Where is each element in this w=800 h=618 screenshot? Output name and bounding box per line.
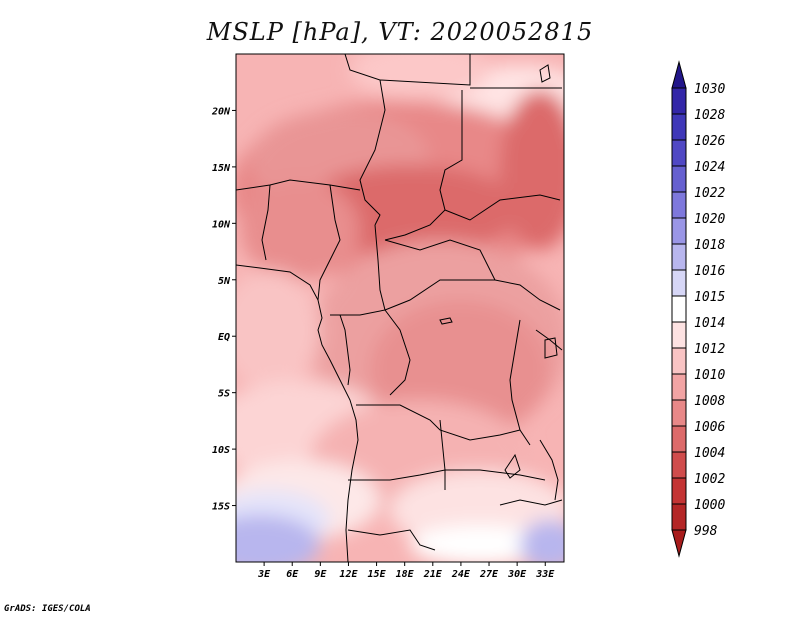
colorbar-segment: [671, 139, 687, 167]
colorbar-label: 1016: [694, 264, 725, 279]
lon-tick-label: 33E: [535, 569, 555, 580]
colorbar: 1030 1028 1026 1024 1022 1020 1018 1016 1015 1014…: [671, 60, 725, 558]
colorbar-segment: [671, 295, 687, 323]
grads-credit: GrADS: IGES/COLA: [4, 604, 91, 614]
colorbar-segment: [671, 87, 687, 115]
colorbar-top-arrow: [671, 60, 687, 89]
lon-tick-label: 15E: [368, 569, 387, 580]
colorbar-label: 998: [694, 524, 718, 539]
lon-tick-label: 24E: [451, 569, 471, 580]
colorbar-label: 1014: [694, 316, 725, 331]
latitude-axis: 20N 15N 10N 5N EQ 5S 10S 15S: [211, 106, 236, 513]
colorbar-label: 1015: [694, 290, 725, 305]
lon-tick-label: 6E: [286, 569, 299, 580]
colorbar-label: 1028: [694, 108, 725, 123]
colorbar-segment: [671, 321, 687, 349]
colorbar-segment: [671, 191, 687, 219]
colorbar-label: 1008: [694, 394, 725, 409]
lon-tick-label: 12E: [339, 569, 358, 580]
colorbar-label: 1020: [694, 212, 725, 227]
pressure-field: [236, 54, 564, 562]
lon-tick-label: 3E: [257, 569, 271, 580]
lon-tick-label: 27E: [479, 569, 499, 580]
lon-tick-label: 21E: [423, 569, 443, 580]
colorbar-segment: [671, 347, 687, 375]
colorbar-segment: [671, 373, 687, 401]
colorbar-label: 1002: [694, 472, 725, 487]
lat-tick-label: 5S: [218, 389, 230, 400]
colorbar-segment: [671, 113, 687, 141]
lon-tick-label: 9E: [314, 569, 327, 580]
colorbar-segment: [671, 477, 687, 505]
colorbar-label: 1004: [694, 446, 725, 461]
colorbar-segment: [671, 451, 687, 479]
colorbar-bottom-arrow: [671, 529, 687, 558]
colorbar-segment: [671, 503, 687, 531]
longitude-axis: 3E 6E 9E 12E 15E 18E 21E 24E 27E 30E 33E: [257, 562, 555, 580]
colorbar-label: 1012: [694, 342, 725, 357]
colorbar-segment: [671, 217, 687, 245]
colorbar-label: 1006: [694, 420, 725, 435]
colorbar-label: 1000: [694, 498, 725, 513]
colorbar-segment: [671, 425, 687, 453]
lat-tick-label: 20N: [211, 106, 231, 117]
colorbar-segment: [671, 243, 687, 271]
colorbar-label: 1018: [694, 238, 725, 253]
colorbar-label: 1030: [694, 82, 725, 97]
lat-tick-label: 15S: [212, 502, 230, 513]
lat-tick-label: 10N: [212, 219, 231, 230]
lat-tick-label: 5N: [218, 276, 231, 287]
colorbar-segment: [671, 399, 687, 427]
lon-tick-label: 18E: [396, 569, 415, 580]
map-frame: [235, 53, 565, 563]
lat-tick-label: 15N: [212, 163, 231, 174]
lon-tick-label: 30E: [507, 569, 527, 580]
lat-tick-label: EQ: [218, 332, 230, 343]
map-title: MSLP [hPa], VT: 2020052815: [206, 18, 594, 46]
lat-tick-label: 10S: [212, 445, 230, 456]
country-borders: [236, 54, 563, 562]
colorbar-label: 1024: [694, 160, 725, 175]
colorbar-label: 1022: [694, 186, 725, 201]
colorbar-segment: [671, 269, 687, 297]
colorbar-segment: [671, 165, 687, 193]
colorbar-label: 1026: [694, 134, 725, 149]
colorbar-label: 1010: [694, 368, 725, 383]
